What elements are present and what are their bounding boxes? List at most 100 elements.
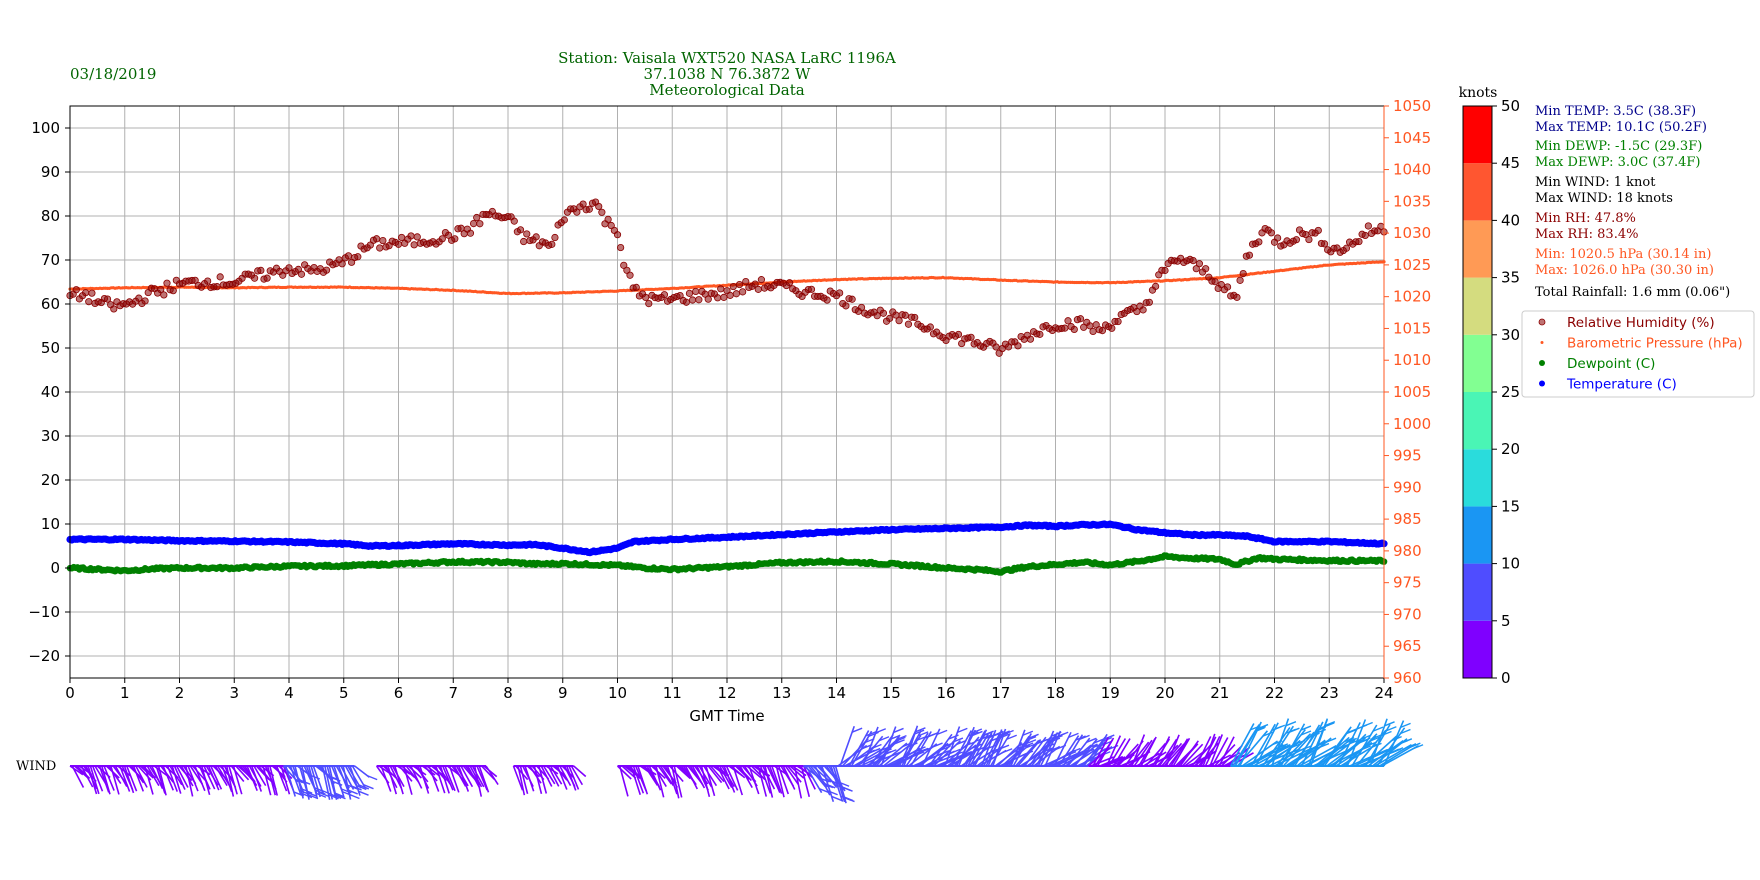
data-point: [1233, 293, 1241, 301]
x-tick-label: 1: [120, 684, 130, 702]
data-point: [1320, 240, 1329, 248]
data-point: [510, 217, 518, 225]
data-point: [1061, 324, 1069, 332]
data-point: [642, 293, 650, 302]
y-left-tick-label: 30: [41, 427, 60, 445]
y-left-tick-label: 20: [41, 471, 60, 489]
y-left-tick-label: 40: [41, 383, 60, 401]
title-line-1: Station: Vaisala WXT520 NASA LaRC 1196A: [558, 49, 896, 67]
data-point: [1355, 237, 1363, 246]
legend-label: Dewpoint (C): [1567, 356, 1655, 372]
colorbar-tick-label: 0: [1501, 669, 1511, 687]
data-point: [604, 215, 612, 223]
series-temperature-c: [66, 520, 1388, 557]
data-point: [1076, 315, 1085, 323]
legend-marker: [1538, 318, 1546, 326]
data-point: [714, 294, 722, 302]
data-point: [216, 273, 224, 281]
y-right-tick-label: 1010: [1393, 351, 1431, 369]
colorbar-band: [1463, 220, 1492, 278]
colorbar-tick-label: 10: [1501, 555, 1520, 573]
y-right-tick-label: 1000: [1393, 415, 1431, 433]
stat-line: Min TEMP: 3.5C (38.3F): [1535, 104, 1696, 119]
data-point: [466, 229, 475, 237]
colorbar-band: [1463, 163, 1492, 221]
stats-panel: Min TEMP: 3.5C (38.3F)Max TEMP: 10.1C (5…: [1535, 104, 1730, 300]
data-point: [322, 266, 331, 274]
data-point: [169, 287, 177, 295]
y-right-tick-label: 1005: [1393, 383, 1431, 401]
data-point: [1161, 266, 1169, 275]
x-tick-label: 18: [1046, 684, 1065, 702]
data-point: [1098, 327, 1107, 335]
data-series-layer: [66, 198, 1388, 576]
stat-line: Max DEWP: 3.0C (37.4F): [1535, 155, 1700, 170]
x-tick-label: 3: [229, 684, 239, 702]
data-point: [376, 244, 384, 252]
data-point: [191, 276, 199, 284]
data-point: [394, 240, 403, 248]
colorbar-band: [1463, 277, 1492, 335]
data-point: [873, 312, 881, 320]
legend-marker: [1540, 341, 1544, 344]
stat-line: Min WIND: 1 knot: [1535, 175, 1656, 190]
y-right-tick-label: 975: [1393, 574, 1422, 592]
data-point: [857, 303, 866, 312]
data-point: [1361, 231, 1369, 240]
data-point: [579, 200, 587, 208]
y-left-tick-label: 0: [50, 559, 60, 577]
x-tick-label: 19: [1101, 684, 1120, 702]
y-left-tick-label: 100: [31, 119, 60, 137]
data-point: [444, 231, 453, 239]
data-point: [88, 289, 96, 297]
data-point: [476, 220, 484, 228]
data-point: [617, 243, 625, 252]
data-point: [613, 231, 622, 239]
data-point: [729, 282, 737, 291]
colorbar-tick-label: 5: [1501, 612, 1511, 630]
wind-barbs: [69, 718, 1424, 804]
data-point: [967, 333, 975, 341]
data-point: [595, 202, 603, 211]
data-point: [726, 291, 734, 299]
data-point: [926, 323, 934, 331]
data-point: [469, 220, 478, 228]
data-point: [720, 293, 728, 301]
wind-segment: [803, 725, 997, 804]
y-right-tick-label: 970: [1393, 605, 1422, 623]
wind-barb: [573, 765, 587, 778]
data-point: [135, 294, 143, 302]
data-point: [285, 264, 293, 272]
stat-line: Max: 1026.0 hPa (30.30 in): [1535, 263, 1714, 278]
y-right-tick-label: 1020: [1393, 288, 1431, 306]
data-point: [807, 285, 816, 293]
x-tick-label: 22: [1265, 684, 1284, 702]
y-right-tick-label: 960: [1393, 669, 1422, 687]
wind-segment: [69, 765, 295, 797]
data-point: [560, 216, 568, 224]
data-point: [473, 213, 481, 222]
x-tick-label: 21: [1210, 684, 1229, 702]
y-left-tick-label: 60: [41, 295, 60, 313]
data-point: [954, 330, 963, 339]
data-point: [1014, 342, 1022, 350]
data-point: [1202, 265, 1210, 273]
wind-barb-flag: [1001, 748, 1013, 754]
data-point: [516, 226, 525, 234]
y-left-tick-label: 50: [41, 339, 60, 357]
colorbar-band: [1463, 620, 1492, 678]
data-point: [204, 277, 212, 285]
right-y-axis: 1050 1045 1040 1035 1030 1025 1020 1015 1010 1005…: [1383, 97, 1431, 687]
colorbar-tick-label: 20: [1501, 440, 1520, 458]
data-point: [338, 260, 346, 268]
data-point: [1364, 222, 1372, 230]
data-point: [398, 233, 406, 242]
data-point: [1236, 276, 1244, 284]
data-point: [72, 286, 80, 294]
data-point: [585, 205, 593, 213]
data-point: [842, 302, 850, 310]
data-point: [1108, 324, 1116, 332]
colorbar-tick-label: 15: [1501, 497, 1520, 515]
data-point: [413, 233, 421, 241]
y-right-tick-label: 1050: [1393, 97, 1431, 115]
